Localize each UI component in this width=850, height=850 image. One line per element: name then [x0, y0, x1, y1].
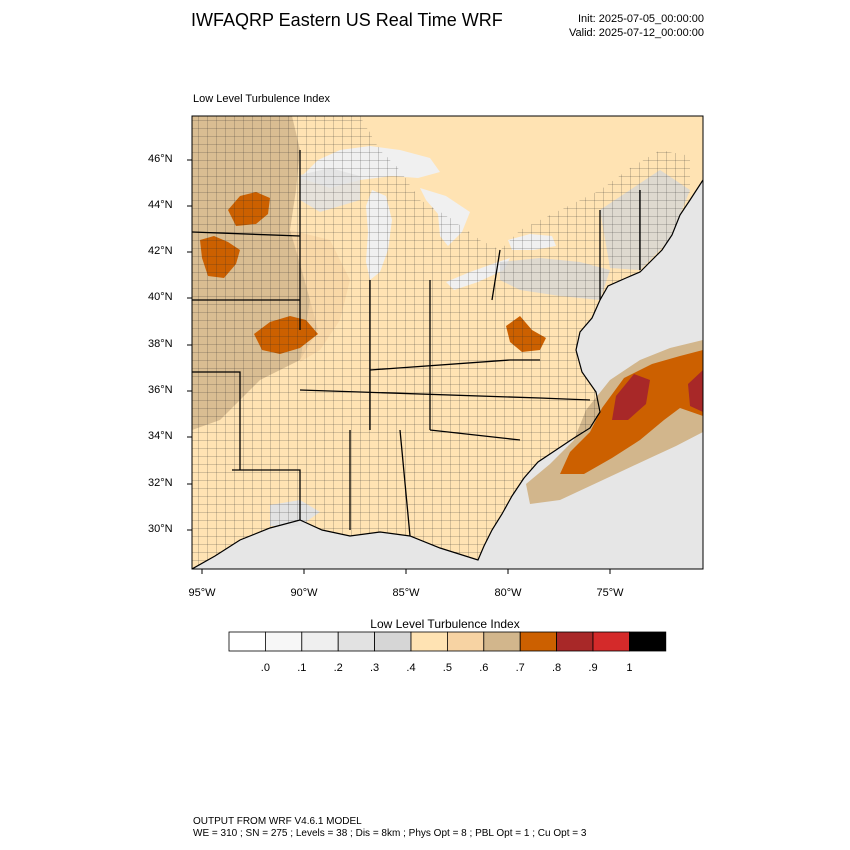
colorbar-tick-5: .5 — [442, 662, 452, 674]
colorbar-box-11 — [629, 631, 667, 652]
colorbar-tick-3: .3 — [370, 662, 380, 674]
lon-label-75: 75°W — [596, 587, 624, 599]
map-frame — [191, 115, 704, 570]
colorbar-tick-8: .8 — [552, 662, 562, 674]
colorbar-title: Low Level Turbulence Index — [370, 617, 520, 631]
lon-label-85: 85°W — [392, 587, 420, 599]
colorbar-box-9 — [556, 631, 594, 652]
init-time: Init: 2025-07-05_00:00:00 — [578, 13, 704, 25]
canada-region — [360, 116, 703, 250]
lon-label-80: 80°W — [494, 587, 522, 599]
lat-label-42: 42°N — [148, 245, 173, 257]
colorbar-tick-2: .2 — [333, 662, 343, 674]
offshore-plume-max-east — [688, 370, 703, 412]
colorbar-box-7 — [483, 631, 521, 652]
footer-model-line: OUTPUT FROM WRF V4.6.1 MODEL — [193, 816, 362, 827]
colorbar-tick-6: .6 — [479, 662, 489, 674]
lat-label-46: 46°N — [148, 153, 173, 165]
colorbar-box-4 — [374, 631, 412, 652]
lat-ticks — [187, 159, 192, 531]
lat-label-30: 30°N — [148, 523, 173, 535]
lon-label-90: 90°W — [290, 587, 318, 599]
state-boundaries — [192, 150, 641, 537]
colorbar-box-3 — [337, 631, 376, 652]
colorbar-box-8 — [519, 631, 558, 652]
lon-label-95: 95°W — [188, 587, 216, 599]
lat-label-34: 34°N — [148, 430, 173, 442]
lat-label-32: 32°N — [148, 477, 173, 489]
colorbar-tick-1: .1 — [297, 662, 307, 674]
colorbar-tick-10: 1 — [626, 662, 633, 674]
valid-time: Valid: 2025-07-12_00:00:00 — [569, 27, 704, 39]
county-lines — [192, 116, 690, 569]
colorbar-tick-9: .9 — [588, 662, 598, 674]
offshore-plume-max — [612, 374, 650, 420]
colorbar-box-6 — [446, 631, 485, 652]
lat-label-38: 38°N — [148, 338, 173, 350]
coastline — [192, 179, 703, 569]
map-field-label: Low Level Turbulence Index — [193, 93, 330, 105]
lat-label-44: 44°N — [148, 199, 173, 211]
colorbar-box-10 — [592, 631, 630, 652]
lat-label-40: 40°N — [148, 291, 173, 303]
page-title: IWFAQRP Eastern US Real Time WRF — [191, 10, 503, 30]
colorbar-tick-0: .0 — [260, 662, 270, 674]
colorbar-tick-4: .4 — [406, 662, 416, 674]
colorbar-box-2 — [301, 631, 339, 652]
colorbar-box-0 — [228, 631, 266, 652]
colorbar-tick-7: .7 — [515, 662, 525, 674]
colorbar-box-1 — [264, 631, 303, 652]
colorbar-box-5 — [410, 631, 448, 652]
lon-ticks — [201, 569, 611, 574]
colorbar — [228, 631, 667, 652]
footer-config-line: WE = 310 ; SN = 275 ; Levels = 38 ; Dis … — [193, 828, 587, 839]
lat-label-36: 36°N — [148, 384, 173, 396]
